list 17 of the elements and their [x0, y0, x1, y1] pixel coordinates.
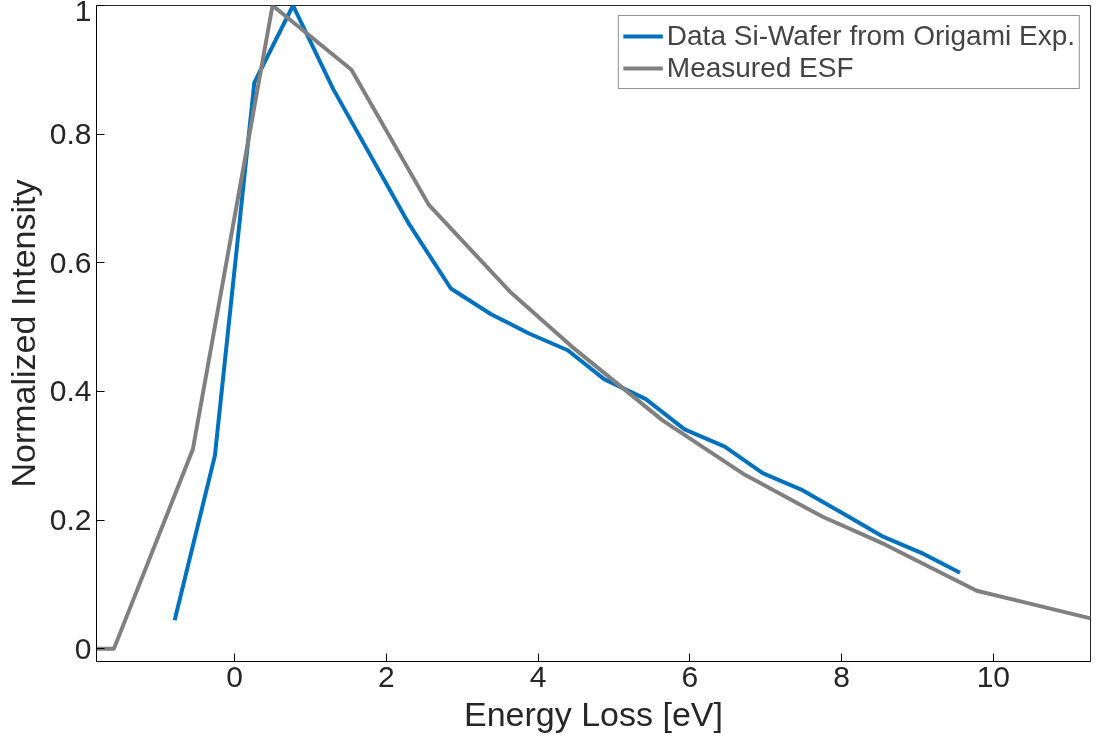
x-tick-label: 2 [378, 659, 395, 693]
y-tick-label: 0.8 [49, 117, 92, 151]
x-axis-title: Energy Loss [eV] [464, 694, 723, 733]
y-tick-label: 0 [74, 631, 92, 665]
y-tick-label: 0.2 [49, 503, 92, 537]
legend-label: Data Si-Wafer from Origami Exp. [666, 20, 1075, 52]
x-tick-label: 8 [833, 659, 850, 693]
x-tick-label: 4 [529, 659, 547, 693]
y-tick-label: 0.6 [49, 245, 92, 279]
x-tick-label: 0 [226, 659, 243, 693]
legend-label: Measured ESF [666, 52, 854, 84]
y-tick-label: 0.4 [49, 374, 92, 408]
line-series [96, 5, 1091, 651]
y-tick-label: 1 [74, 0, 92, 27]
x-tick-label: 10 [976, 659, 1011, 693]
y-axis-title: Normalized Intensity [3, 179, 42, 488]
x-tick-label: 6 [681, 659, 699, 693]
